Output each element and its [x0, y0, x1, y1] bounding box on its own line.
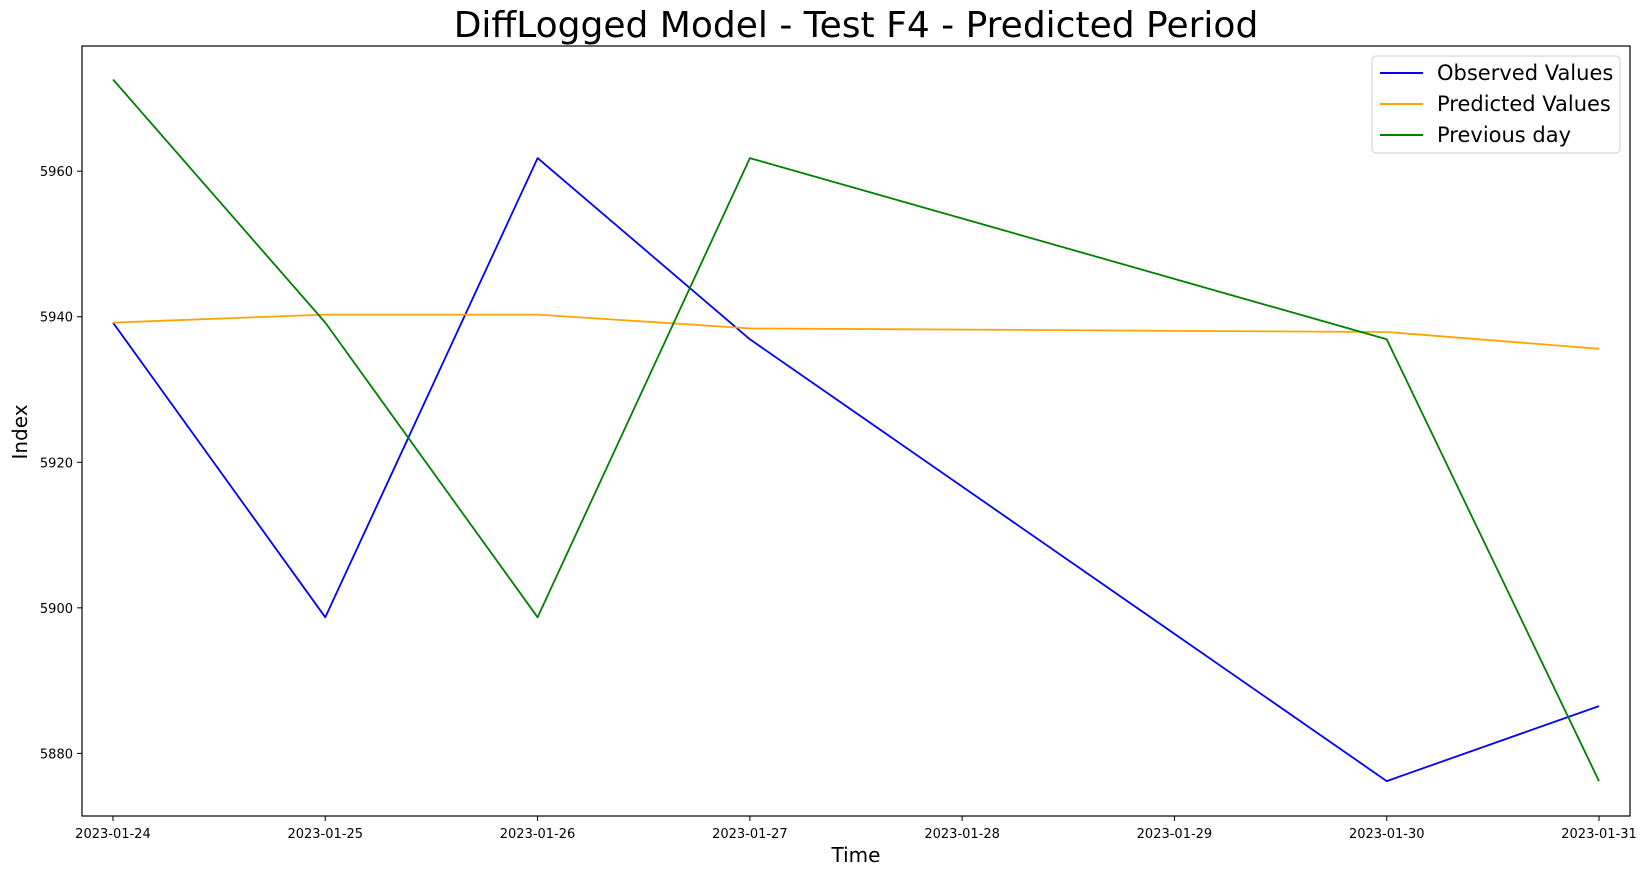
x-axis: 2023-01-24 2023-01-25 2023-01-26 2023-01-27… [75, 816, 1637, 842]
legend-item-observed-values: Observed Values [1380, 61, 1613, 85]
x-tick-label: 2023-01-29 [1137, 827, 1213, 842]
y-tick-label: 5960 [40, 165, 73, 180]
x-tick-label: 2023-01-24 [75, 827, 151, 842]
y-axis: 5880 5900 5920 5940 5960 [40, 165, 82, 762]
x-tick-label: 2023-01-28 [924, 827, 1000, 842]
legend-item-predicted-values: Predicted Values [1380, 92, 1611, 116]
chart-title: DiffLogged Model - Test F4 - Predicted P… [454, 5, 1259, 46]
plot-frame [81, 45, 1631, 817]
y-tick-label: 5940 [40, 311, 73, 326]
y-tick-label: 5880 [40, 747, 73, 762]
legend-label: Observed Values [1437, 61, 1613, 85]
legend: Observed Values Predicted Values Previous … [1371, 55, 1621, 154]
series-line-predicted-values [112, 313, 1600, 350]
x-tick-label: 2023-01-27 [712, 827, 788, 842]
series-line-previous-day [112, 78, 1600, 782]
y-tick-label: 5900 [40, 602, 73, 617]
series-line-observed-values [112, 157, 1600, 782]
legend-box [1371, 55, 1621, 154]
y-tick-label: 5920 [40, 456, 73, 471]
legend-label: Predicted Values [1437, 92, 1611, 116]
x-tick-label: 2023-01-31 [1561, 827, 1637, 842]
legend-label: Previous day [1437, 123, 1571, 147]
x-axis-title: Time [831, 843, 881, 867]
series-layer [112, 78, 1600, 782]
x-tick-label: 2023-01-30 [1349, 827, 1425, 842]
y-axis-title: Index [8, 404, 32, 459]
x-tick-label: 2023-01-26 [500, 827, 576, 842]
legend-item-previous-day: Previous day [1380, 123, 1571, 147]
x-tick-label: 2023-01-25 [287, 827, 363, 842]
